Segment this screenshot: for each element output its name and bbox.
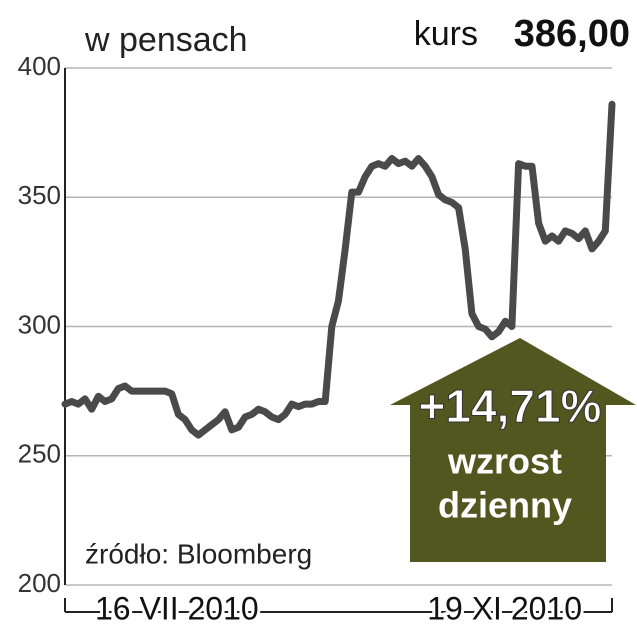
price-caption: kurs xyxy=(414,15,478,53)
x-tick-label: 19 XI 2010 xyxy=(427,590,582,626)
y-tick-label: 300 xyxy=(18,309,61,339)
unit-label: w pensach xyxy=(84,21,248,59)
annotation-arrow xyxy=(390,338,636,562)
line xyxy=(61,100,616,439)
plot-area: 200 250 300 350 400 16 VII 2010 19 XI 2010 xyxy=(18,51,616,629)
price-value: 386,00 xyxy=(514,13,630,55)
y-tick-label: 200 xyxy=(18,568,61,598)
y-tick-label: 350 xyxy=(18,180,61,210)
y-tick-label: 250 xyxy=(18,439,61,469)
source: źródło: Bloomberg xyxy=(85,538,312,569)
x-tick-label: 16 VII 2010 xyxy=(95,590,259,626)
annotation-text: dzienny xyxy=(438,485,572,526)
annotation-text: wzrost xyxy=(447,441,562,482)
annotation: +14,71% xyxy=(419,380,602,432)
y-tick-label: 400 xyxy=(18,51,61,81)
